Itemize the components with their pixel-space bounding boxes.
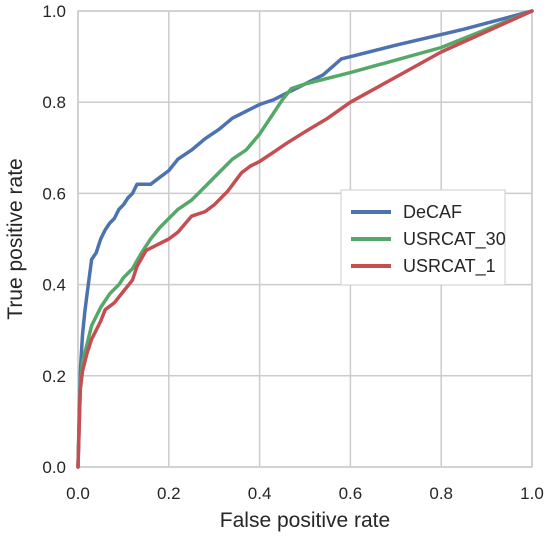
y-tick-label: 0.2 [42,367,66,386]
series-line-usrcat-1 [76,9,534,469]
y-axis-label: True positive rate [4,158,27,319]
x-tick-label: 0.8 [429,484,453,503]
x-tick-label: 0.4 [248,484,272,503]
y-tick-label: 0.0 [42,458,66,477]
series-line-usrcat-30 [76,9,534,469]
series-group [76,9,534,469]
x-tick-label: 0.6 [339,484,363,503]
legend-label: DeCAF [403,202,462,222]
x-tick-label: 1.0 [520,484,544,503]
legend: DeCAF USRCAT_30 USRCAT_1 [340,189,506,286]
legend-label: USRCAT_1 [403,256,496,277]
x-tick-label: 0.2 [157,484,181,503]
tick-labels: 0.0 0.2 0.4 0.6 0.8 1.0 0.0 0.2 0.4 0.6 0.8 1.0 [42,2,543,503]
y-tick-label: 0.8 [42,93,66,112]
x-tick-label: 0.0 [66,484,90,503]
plot-frame [77,10,533,468]
legend-label: USRCAT_30 [403,229,506,250]
y-tick-label: 0.4 [42,276,66,295]
y-tick-label: 0.6 [42,184,66,203]
y-tick-label: 1.0 [42,2,66,21]
x-axis-label: False positive rate [220,509,390,532]
